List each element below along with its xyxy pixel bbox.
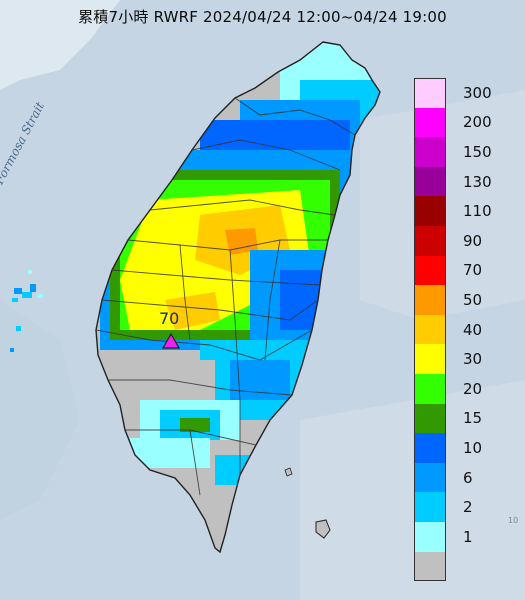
legend-label: 6 — [463, 468, 473, 487]
legend-swatch — [414, 314, 446, 345]
legend-label: 70 — [463, 261, 483, 280]
corner-text: 10 — [508, 516, 519, 525]
legend-swatch — [414, 107, 446, 138]
legend-swatch — [414, 462, 446, 493]
max-rainfall-marker-icon — [162, 333, 180, 349]
legend-label: 200 — [463, 113, 492, 132]
legend-swatch — [414, 344, 446, 374]
legend-swatch — [414, 373, 446, 404]
legend-swatch — [414, 137, 446, 167]
legend-swatch — [414, 225, 446, 256]
legend-label: 110 — [463, 202, 492, 221]
legend-label: 1 — [463, 527, 473, 546]
max-rainfall-label: 70 — [159, 309, 180, 328]
legend-swatch — [414, 255, 446, 286]
legend-swatch — [414, 433, 446, 463]
legend-swatch — [414, 78, 446, 108]
legend-swatch — [414, 551, 446, 582]
offshore-rain — [10, 270, 43, 352]
legend-label: 2 — [463, 498, 473, 517]
map-title: 累積7小時 RWRF 2024/04/24 12:00~04/24 19:00 — [78, 8, 447, 26]
legend-label: 50 — [463, 291, 483, 309]
legend-label: 150 — [463, 143, 492, 161]
legend-label: 10 — [463, 439, 483, 457]
county-boundaries — [95, 97, 356, 496]
legend-swatch — [414, 492, 446, 522]
legend-label: 40 — [463, 320, 483, 339]
legend-swatch — [414, 521, 446, 552]
legend-label: 15 — [463, 409, 483, 428]
legend-swatch — [414, 403, 446, 434]
legend-label: 20 — [463, 379, 483, 398]
legend-swatch — [414, 285, 446, 315]
legend-swatch — [414, 166, 446, 197]
legend-swatch — [414, 196, 446, 226]
legend-label: 90 — [463, 231, 483, 250]
legend-label: 300 — [463, 83, 492, 102]
legend-label: 30 — [463, 350, 483, 369]
color-legend — [414, 78, 446, 582]
legend-label: 130 — [463, 172, 492, 191]
